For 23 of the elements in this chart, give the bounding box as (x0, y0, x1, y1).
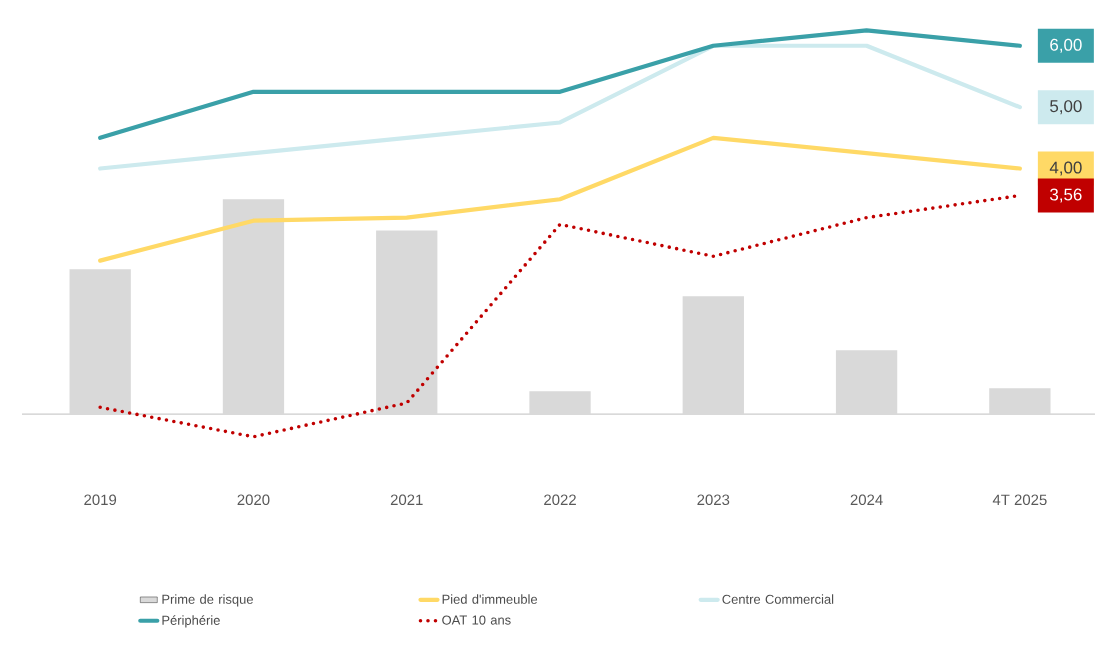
data-label: 5,00 (1050, 100, 1082, 115)
legend-label: Pied d'immeuble (442, 594, 538, 604)
bar (69, 269, 131, 415)
bar (376, 230, 438, 415)
legend-label: Centre Commercial (722, 594, 834, 604)
bar (529, 391, 591, 415)
legend-label: OAT 10 ans (442, 615, 511, 625)
x-tick-label: 2019 (84, 494, 117, 506)
legend-label: Périphérie (162, 615, 220, 628)
bar (835, 350, 898, 415)
x-tick-label: 2022 (544, 494, 576, 506)
x-tick-label: 4T 2025 (992, 494, 1047, 506)
x-tick-label: 2020 (237, 494, 270, 506)
x-tick-label: 2023 (697, 494, 730, 506)
bar (682, 296, 744, 415)
bar (989, 388, 1051, 415)
x-tick-label: 2024 (850, 494, 883, 506)
bar (222, 199, 285, 415)
x-tick-label: 2021 (390, 494, 423, 506)
legend-label: Prime de risque (162, 594, 253, 607)
data-label: 4,00 (1049, 161, 1082, 176)
data-label: 3,56 (1050, 188, 1082, 203)
data-label: 6,00 (1050, 38, 1082, 53)
